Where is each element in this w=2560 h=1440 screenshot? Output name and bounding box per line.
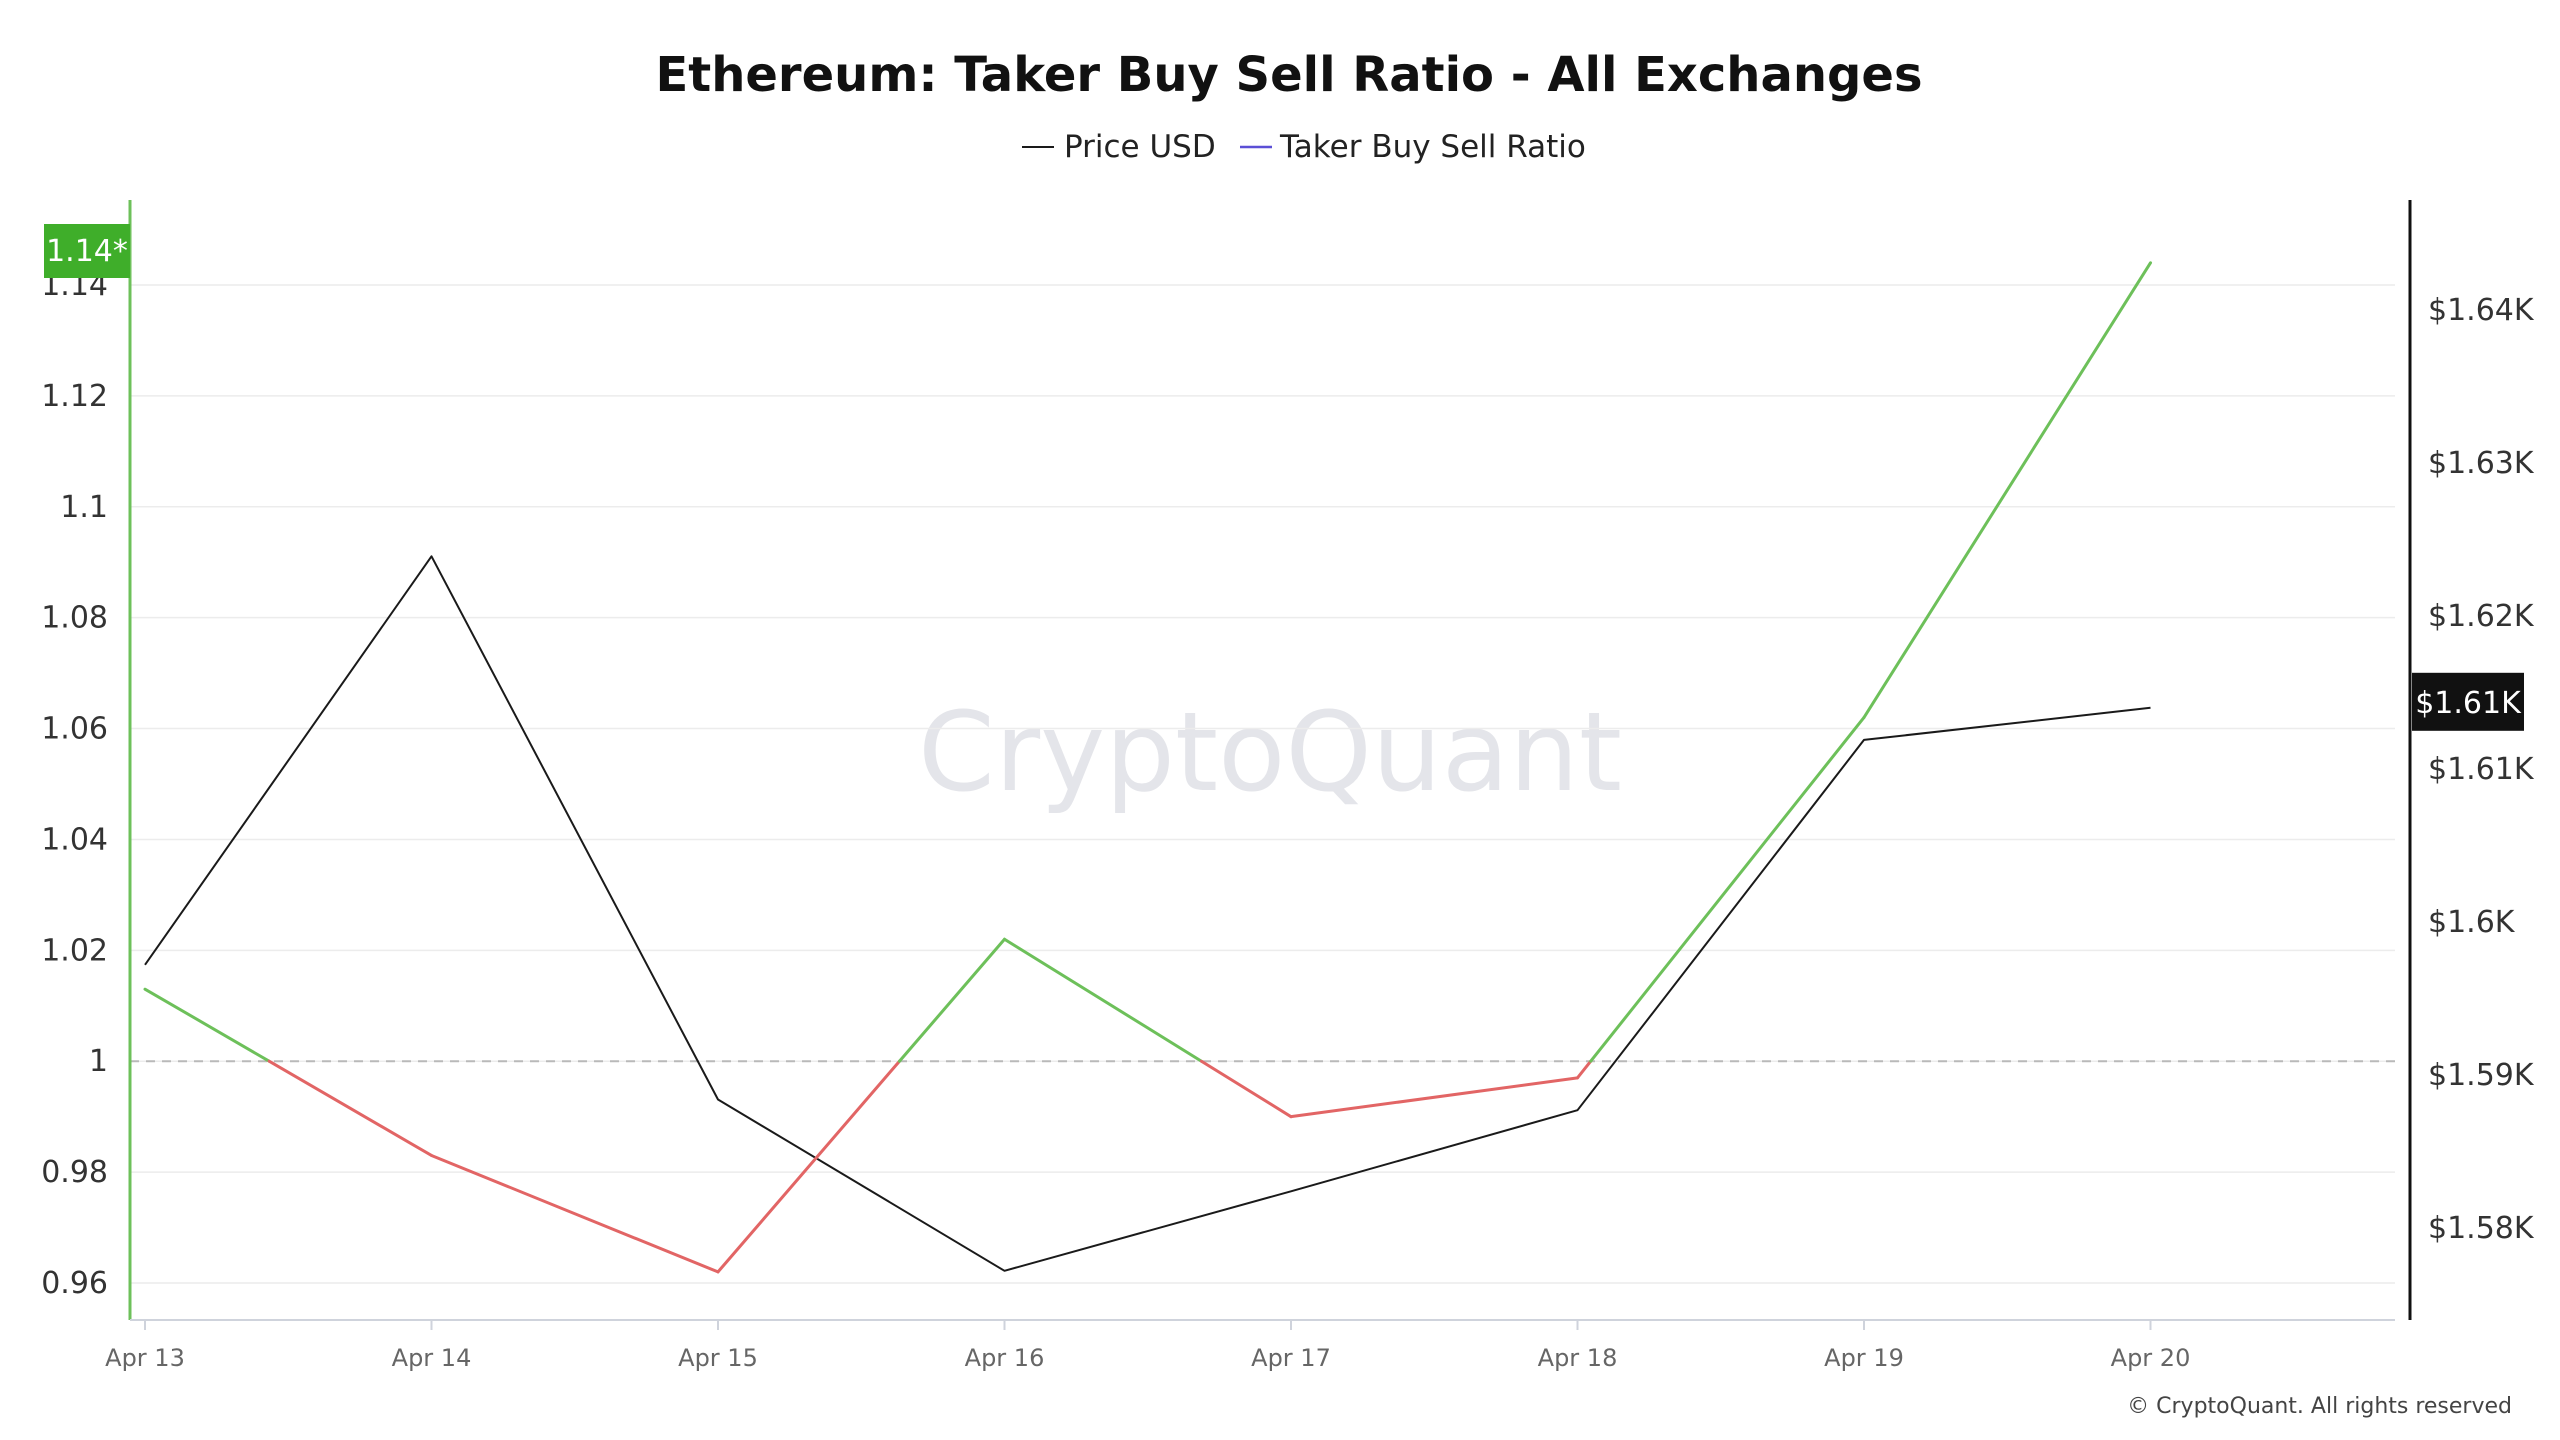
x-tick-label: Apr 16 (965, 1344, 1045, 1372)
series-line-price-usd (144, 555, 2151, 1272)
y-right-tick-label: $1.61K (2428, 752, 2535, 787)
y-right-tick-label: $1.63K (2428, 446, 2535, 481)
x-tick-label: Apr 18 (1538, 1344, 1618, 1372)
grid (130, 284, 2395, 1284)
current-ratio-badge-label: 1.14* (46, 234, 128, 269)
y-left-tick-label: 1 (89, 1044, 108, 1079)
current-ratio-badge (44, 224, 130, 278)
y-right-tick-label: $1.6K (2428, 905, 2516, 940)
y-left-tick-label: 1.04 (41, 822, 108, 857)
x-tick-label: Apr 14 (392, 1344, 472, 1372)
y-right-tick-label: $1.59K (2428, 1058, 2535, 1093)
series-segment-taker-ratio (716, 1059, 901, 1274)
x-tick-label: Apr 15 (678, 1344, 758, 1372)
series-segment-taker-ratio (1289, 1076, 1579, 1119)
badges: 1.14* $1.61K (44, 224, 2524, 731)
copyright-text: © CryptoQuant. All rights reserved (2127, 1394, 2512, 1419)
series-segment-taker-ratio (1589, 715, 1866, 1063)
current-price-badge (2412, 672, 2524, 731)
legend-label-ratio: Taker Buy Sell Ratio (1279, 129, 1586, 165)
y-right-tick-label: $1.62K (2428, 599, 2535, 634)
y-right-tick-label: $1.58K (2428, 1211, 2535, 1246)
legend-item-ratio[interactable]: Taker Buy Sell Ratio (1240, 129, 1586, 165)
series-segment-taker-ratio (1199, 1059, 1293, 1119)
legend: Price USD Taker Buy Sell Ratio (1022, 129, 1586, 165)
y-left-tick-label: 1.06 (41, 712, 108, 747)
y-left-tick-label: 1.1 (60, 490, 108, 525)
y-left-tick-label: 1.12 (41, 379, 108, 414)
y-left-tick-label: 1.02 (41, 933, 108, 968)
current-price-badge-label: $1.61K (2415, 686, 2522, 721)
chart-title: Ethereum: Taker Buy Sell Ratio - All Exc… (655, 47, 1922, 103)
series-segment-taker-ratio (897, 937, 1006, 1063)
x-tick-label: Apr 19 (1824, 1344, 1904, 1372)
series-segment-taker-ratio (267, 1059, 433, 1157)
y-left-tick-label: 0.96 (41, 1266, 108, 1301)
y-right-tick-label: $1.64K (2428, 293, 2535, 328)
x-tick-label: Apr 17 (1251, 1344, 1331, 1372)
x-tick-label: Apr 13 (105, 1344, 185, 1372)
legend-label-price: Price USD (1064, 129, 1216, 165)
series-segment-taker-ratio (1862, 261, 2152, 719)
x-tick-label: Apr 20 (2111, 1344, 2191, 1372)
series-segment-taker-ratio (430, 1153, 720, 1274)
series-segment-taker-ratio (1003, 937, 1203, 1063)
series-layer (143, 261, 2152, 1274)
series-segment-taker-ratio (1576, 1059, 1593, 1080)
y-left-tick-label: 1.08 (41, 601, 108, 636)
watermark: CryptoQuant (918, 688, 1622, 816)
y-left-tick-label: 0.98 (41, 1155, 108, 1190)
legend-item-price[interactable]: Price USD (1022, 129, 1216, 165)
series-segment-taker-ratio (143, 987, 271, 1063)
